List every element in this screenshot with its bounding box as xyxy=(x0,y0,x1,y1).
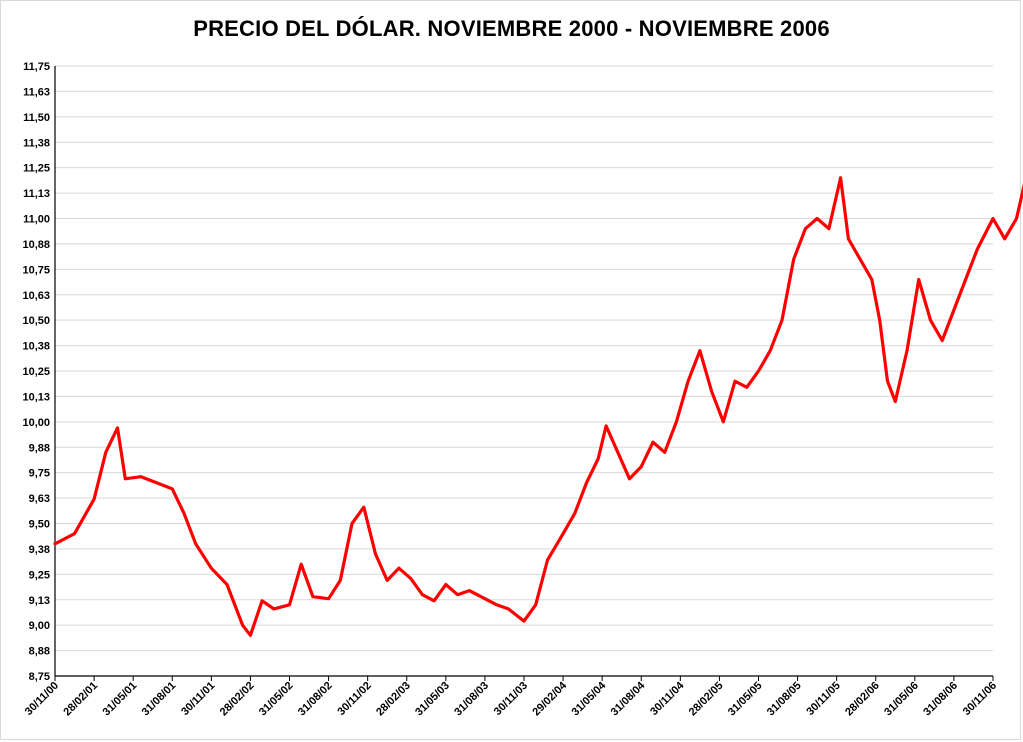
y-tick-label: 11,63 xyxy=(23,86,50,98)
x-tick-label: 31/08/03 xyxy=(452,680,491,719)
series-line xyxy=(53,176,1023,637)
y-tick-label: 11,25 xyxy=(23,163,50,175)
y-tick-label: 9,75 xyxy=(29,468,50,480)
chart-title: PRECIO DEL DÓLAR. NOVIEMBRE 2000 - NOVIE… xyxy=(193,16,830,41)
x-tick-label: 30/11/03 xyxy=(492,680,530,718)
x-tick-label: 30/11/02 xyxy=(335,680,373,718)
x-tick-label: 28/02/03 xyxy=(374,680,413,719)
x-tick-label: 29/02/04 xyxy=(530,679,569,718)
y-tick-label: 10,00 xyxy=(22,417,50,429)
x-tick-label: 28/02/05 xyxy=(687,680,726,719)
x-tick-label: 30/11/06 xyxy=(961,680,999,718)
x-tick-label: 30/11/01 xyxy=(179,680,217,718)
x-tick-label: 31/08/02 xyxy=(296,680,335,719)
series-group xyxy=(53,176,1023,637)
y-tick-label: 9,25 xyxy=(29,569,50,581)
x-tick-label: 31/05/03 xyxy=(413,680,452,719)
axes xyxy=(54,66,994,681)
y-tick-label: 8,75 xyxy=(29,671,50,683)
y-tick-label: 9,00 xyxy=(29,620,50,632)
x-tick-label: 30/11/04 xyxy=(648,679,687,718)
y-tick-label: 9,13 xyxy=(29,595,50,607)
y-tick-label: 11,75 xyxy=(23,61,50,73)
x-tick-label: 28/02/06 xyxy=(843,680,882,719)
y-tick-label: 9,63 xyxy=(29,493,50,505)
y-tick-label: 11,13 xyxy=(23,188,50,200)
y-tick-label: 10,63 xyxy=(22,290,50,302)
x-tick-label: 31/05/06 xyxy=(882,680,921,719)
y-tick-label: 10,25 xyxy=(22,366,50,378)
gridlines xyxy=(55,65,993,677)
y-tick-label: 11,50 xyxy=(23,112,50,124)
y-tick-label: 11,00 xyxy=(23,214,50,226)
x-tick-label: 30/11/05 xyxy=(804,680,842,718)
y-tick-label: 10,50 xyxy=(22,315,50,327)
x-tick-label: 31/08/01 xyxy=(140,680,179,719)
x-tick-label: 31/05/04 xyxy=(570,679,609,718)
x-tick-label: 31/05/01 xyxy=(101,680,140,719)
y-tick-label: 10,75 xyxy=(22,264,50,276)
y-tick-label: 9,88 xyxy=(29,442,50,454)
x-tick-label: 31/08/06 xyxy=(921,680,960,719)
y-tick-label: 8,88 xyxy=(29,646,50,658)
x-tick-label: 28/02/02 xyxy=(218,680,257,719)
x-tick-label: 31/05/02 xyxy=(257,680,296,719)
y-tick-label: 11,38 xyxy=(23,137,50,149)
y-tick-label: 10,13 xyxy=(22,391,50,403)
y-tick-label: 10,88 xyxy=(22,239,50,251)
x-axis-tick-labels: 30/11/00 28/02/01 31/05/01 31/08/01 30/11/01… xyxy=(23,679,999,718)
x-tick-label: 31/08/05 xyxy=(765,680,804,719)
y-tick-label: 10,38 xyxy=(22,341,50,353)
x-tick-label: 31/05/05 xyxy=(726,680,765,719)
y-tick-label: 9,50 xyxy=(29,519,50,531)
x-tick-label: 31/08/04 xyxy=(609,679,648,718)
x-tick-label: 28/02/01 xyxy=(61,680,100,719)
y-tick-label: 9,38 xyxy=(29,544,50,556)
x-tick-label: 30/11/00 xyxy=(23,680,61,718)
y-axis-tick-labels: 8,75 8,88 9,00 9,13 9,25 9,38 9,50 9,63 9,75 9,88… xyxy=(22,61,50,683)
